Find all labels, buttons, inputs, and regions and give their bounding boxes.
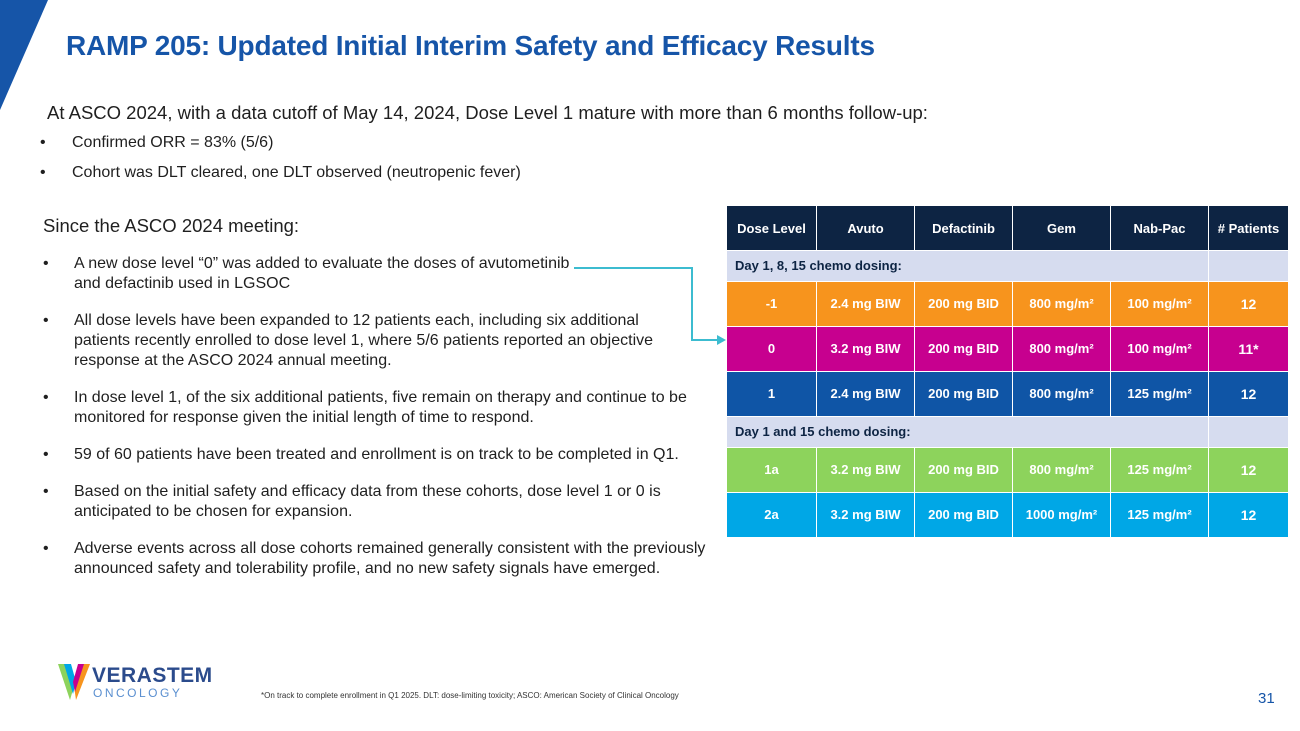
cell-avuto: 3.2 mg BIW [816, 326, 915, 372]
page-number: 31 [1258, 690, 1275, 707]
page-title: RAMP 205: Updated Initial Interim Safety… [66, 30, 875, 61]
since-bullet: Based on the initial safety and efficacy… [43, 482, 734, 522]
footnote: *On track to complete enrollment in Q1 2… [261, 691, 679, 700]
logo-v-icon [58, 664, 90, 700]
cell-defactinib: 200 mg BID [914, 492, 1013, 538]
cell-gem: 800 mg/m² [1012, 281, 1111, 327]
since-bullet: A new dose level “0” was added to evalua… [43, 254, 574, 294]
header-dose-level: Dose Level [726, 205, 817, 251]
section-blank [1208, 416, 1289, 448]
cell-level: -1 [726, 281, 817, 327]
cell-avuto: 3.2 mg BIW [816, 447, 915, 493]
cell-nabpac: 100 mg/m² [1110, 326, 1209, 372]
logo-wordmark: VERASTEM [92, 664, 213, 687]
logo-subtitle: ONCOLOGY [93, 686, 183, 700]
cell-gem: 800 mg/m² [1012, 326, 1111, 372]
verastem-logo: VERASTEM ONCOLOGY [58, 662, 238, 704]
cell-level: 0 [726, 326, 817, 372]
intro-bullet: Cohort was DLT cleared, one DLT observed… [40, 162, 521, 192]
cell-level: 1a [726, 447, 817, 493]
dose-table: Dose Level Avuto Defactinib Gem Nab-Pac … [726, 205, 1289, 538]
intro-bullet: Confirmed ORR = 83% (5/6) [40, 132, 521, 162]
cell-nabpac: 125 mg/m² [1110, 371, 1209, 417]
since-bullet-list: A new dose level “0” was added to evalua… [43, 254, 733, 596]
cell-avuto: 2.4 mg BIW [816, 371, 915, 417]
intro-bullet-list: Confirmed ORR = 83% (5/6) Cohort was DLT… [40, 132, 521, 192]
cell-avuto: 2.4 mg BIW [816, 281, 915, 327]
cell-patients: 12 [1208, 447, 1289, 493]
cell-nabpac: 125 mg/m² [1110, 447, 1209, 493]
cell-patients: 11* [1208, 326, 1289, 372]
section-blank [1208, 250, 1289, 282]
cell-gem: 800 mg/m² [1012, 371, 1111, 417]
cell-nabpac: 100 mg/m² [1110, 281, 1209, 327]
header-defactinib: Defactinib [914, 205, 1013, 251]
dose-row: 2a 3.2 mg BIW 200 mg BID 1000 mg/m² 125 … [726, 492, 1289, 538]
cell-defactinib: 200 mg BID [914, 326, 1013, 372]
since-heading: Since the ASCO 2024 meeting: [43, 215, 300, 236]
cell-patients: 12 [1208, 492, 1289, 538]
cell-level: 2a [726, 492, 817, 538]
header-avuto: Avuto [816, 205, 915, 251]
section-label: Day 1 and 15 chemo dosing: [726, 416, 1209, 448]
dose-row: -1 2.4 mg BIW 200 mg BID 800 mg/m² 100 m… [726, 281, 1289, 327]
section-label: Day 1, 8, 15 chemo dosing: [726, 250, 1209, 282]
intro-text: At ASCO 2024, with a data cutoff of May … [47, 102, 928, 123]
cell-patients: 12 [1208, 281, 1289, 327]
since-bullet: In dose level 1, of the six additional p… [43, 388, 702, 428]
cell-avuto: 3.2 mg BIW [816, 492, 915, 538]
dose-row: 1 2.4 mg BIW 200 mg BID 800 mg/m² 125 mg… [726, 371, 1289, 417]
corner-accent [0, 0, 48, 110]
cell-level: 1 [726, 371, 817, 417]
header-nab-pac: Nab-Pac [1110, 205, 1209, 251]
cell-gem: 800 mg/m² [1012, 447, 1111, 493]
cell-defactinib: 200 mg BID [914, 281, 1013, 327]
connector-arrow [574, 267, 726, 345]
cell-gem: 1000 mg/m² [1012, 492, 1111, 538]
header-patients: # Patients [1208, 205, 1289, 251]
dose-row: 1a 3.2 mg BIW 200 mg BID 800 mg/m² 125 m… [726, 447, 1289, 493]
cell-patients: 12 [1208, 371, 1289, 417]
since-bullet: Adverse events across all dose cohorts r… [43, 539, 724, 579]
cell-nabpac: 125 mg/m² [1110, 492, 1209, 538]
cell-defactinib: 200 mg BID [914, 371, 1013, 417]
since-bullet: All dose levels have been expanded to 12… [43, 311, 686, 371]
cell-defactinib: 200 mg BID [914, 447, 1013, 493]
since-bullet: 59 of 60 patients have been treated and … [43, 445, 694, 465]
dose-row: 0 3.2 mg BIW 200 mg BID 800 mg/m² 100 mg… [726, 326, 1289, 372]
header-gem: Gem [1012, 205, 1111, 251]
